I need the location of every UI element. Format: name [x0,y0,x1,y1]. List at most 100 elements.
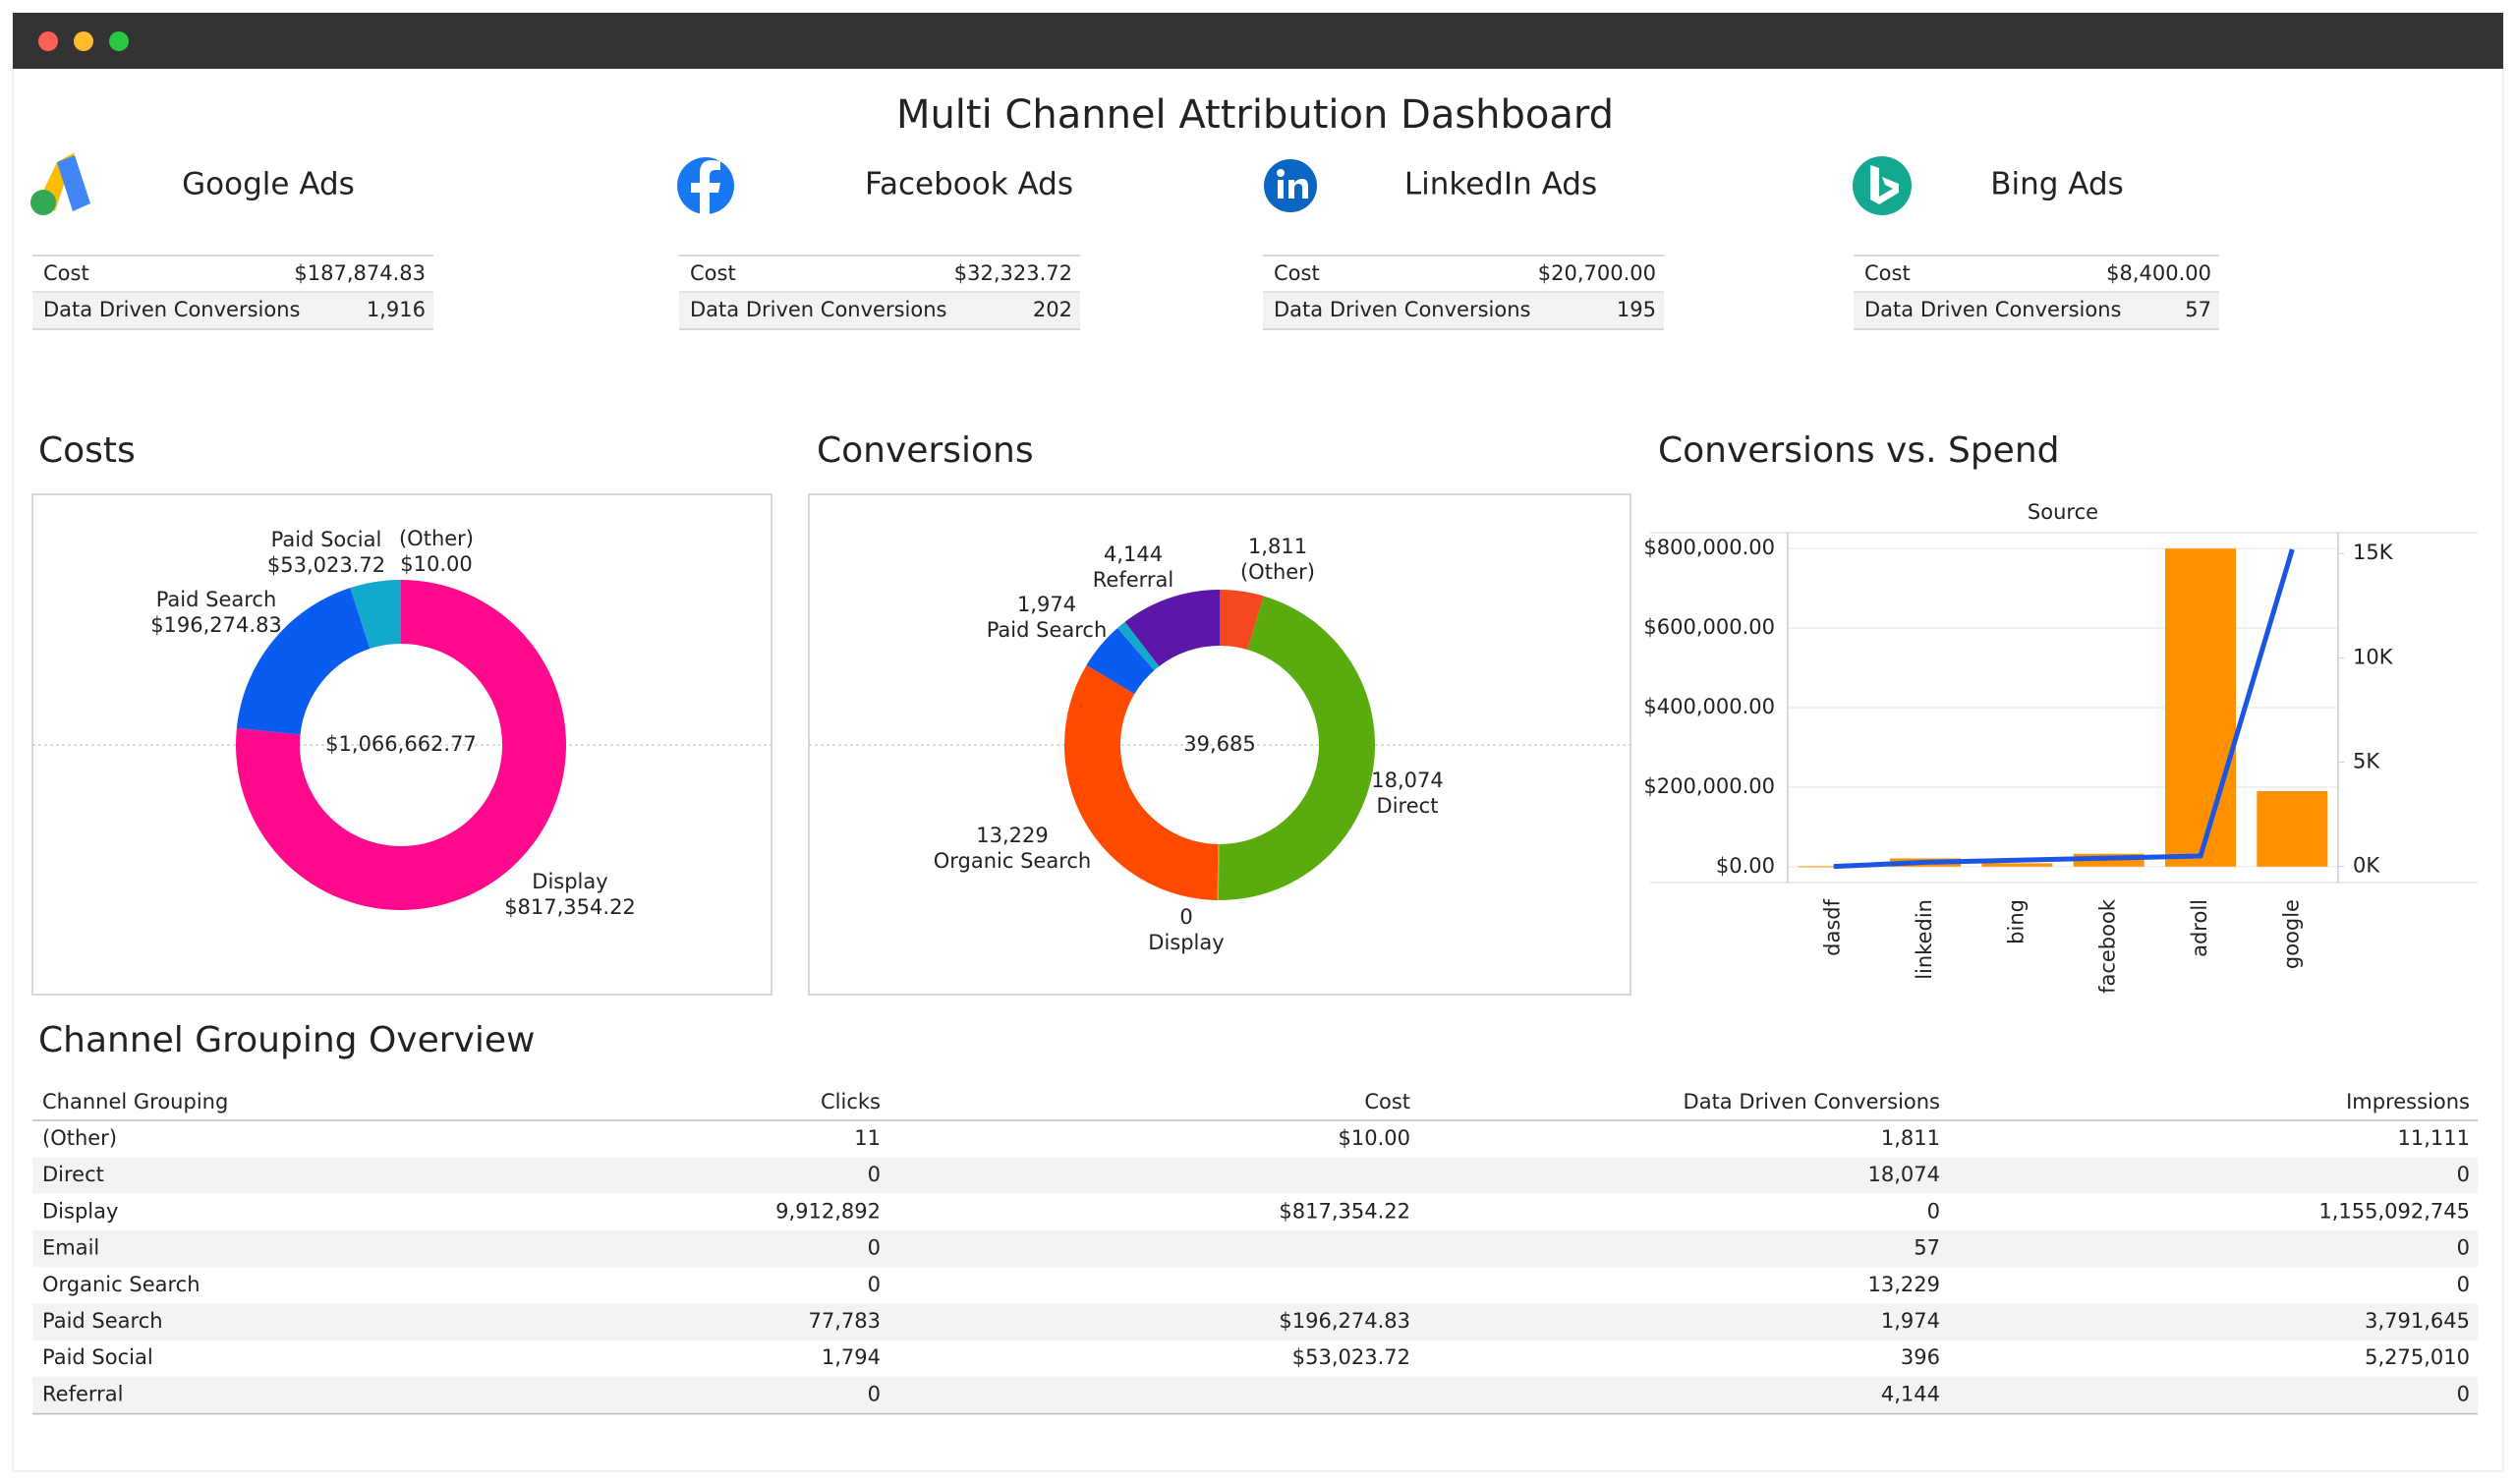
slice-category: Direct [1377,794,1439,818]
kpi-value: 195 [1617,298,1656,321]
maximize-button[interactable] [109,31,129,51]
y-tick-label: $600,000.00 [1643,615,1775,639]
table-cell: 1,811 [1881,1126,1940,1150]
kpi-value: 57 [2185,298,2211,321]
column-header: Data Driven Conversions [1684,1090,1940,1113]
y2-tick-label: 10K [2353,645,2394,668]
close-button[interactable] [38,31,58,51]
table-cell: $817,354.22 [1279,1199,1410,1223]
donut-center-label: 39,685 [1183,732,1255,756]
y-tick-label: $800,000.00 [1643,536,1775,559]
donut-center-label: $1,066,662.77 [325,732,477,756]
slice-value: $196,274.83 [150,613,282,637]
minimize-button[interactable] [74,31,93,51]
kpi-row-bg [679,292,1080,329]
slice-category: (Other) [399,527,474,550]
donut-slice [1116,621,1160,670]
table-cell: 0 [2457,1273,2470,1296]
slice-category: Paid Search [987,618,1108,642]
kpi-name: Google Ads [182,167,355,202]
y-tick-label: $400,000.00 [1643,695,1775,718]
kpi-name: Facebook Ads [865,167,1073,202]
donut-slice [1220,590,1264,651]
table-cell: 1,155,092,745 [2318,1199,2470,1223]
kpi-value: $187,874.83 [294,261,426,285]
kpi-name: LinkedIn Ads [1404,167,1597,202]
column-header: Channel Grouping [42,1090,228,1113]
y-tick-label: $200,000.00 [1643,774,1775,798]
dashboard-title: Multi Channel Attribution Dashboard [896,92,1614,138]
slice-category: Paid Search [156,588,277,611]
chart-subtitle: Source [2028,500,2098,524]
table-cell: Email [42,1236,99,1260]
table-cell: 3,791,645 [2365,1309,2470,1333]
slice-value: 0 [1179,905,1192,929]
row-stripe [32,1303,2478,1341]
x-tick-label: facebook [2096,898,2120,994]
table-cell: Paid Search [42,1309,163,1333]
x-tick-label: google [2279,899,2303,969]
table-cell: Display [42,1199,118,1223]
slice-category: (Other) [1240,560,1315,584]
table-cell: 5,275,010 [2365,1345,2470,1369]
kpi-row-bg [1263,292,1664,329]
table-cell: 1,974 [1881,1309,1940,1333]
donut-slice [1218,596,1376,901]
table-cell: 0 [868,1163,881,1186]
table-cell: $53,023.72 [1292,1345,1410,1369]
table-cell: 0 [2457,1236,2470,1260]
x-tick-label: adroll [2188,899,2211,957]
table-cell: Direct [42,1163,104,1186]
donut-slice [1086,628,1155,695]
donut-slice [236,580,567,910]
kpi-row-bg [32,292,433,329]
bar [2257,790,2328,867]
table-cell: 0 [1927,1199,1940,1223]
table-cell: 1,794 [822,1345,881,1369]
column-header: Cost [1364,1090,1410,1113]
table-cell: 0 [868,1236,881,1260]
slice-category: Display [532,870,607,893]
slice-value: 4,144 [1104,542,1163,566]
kpi-value: $8,400.00 [2106,261,2211,285]
slice-category: Referral [1093,568,1173,592]
line-series [1833,548,2295,870]
table-cell: 13,229 [1868,1273,1940,1296]
donut-slice [350,580,401,649]
table-cell: 4,144 [1881,1382,1940,1405]
kpi-label: Data Driven Conversions [1864,298,2121,321]
kpi-name: Bing Ads [1990,167,2124,202]
donut-slice [1064,664,1219,900]
slice-value: 1,811 [1248,535,1307,558]
slice-value: $10.00 [400,552,472,576]
bar [1981,863,2053,867]
slice-value: 1,974 [1017,593,1076,616]
kpi-value: $32,323.72 [954,261,1072,285]
slice-value: 18,074 [1371,769,1443,792]
table-cell: Organic Search [42,1273,200,1296]
donut-slice [1124,590,1220,666]
table-title: Channel Grouping Overview [38,1020,535,1060]
slice-value: $817,354.22 [504,895,636,919]
table-cell: $196,274.83 [1279,1309,1410,1333]
slice-category: Organic Search [934,849,1092,873]
table-cell: 0 [868,1382,881,1405]
table-cell: 18,074 [1868,1163,1940,1186]
table-cell: Paid Social [42,1345,153,1369]
row-stripe [32,1376,2478,1413]
section-title: Conversions [817,430,1034,471]
kpi-label: Cost [1274,261,1320,285]
x-tick-label: bing [2004,899,2028,944]
table-cell: $10.00 [1339,1126,1410,1150]
linkedin-icon [1264,159,1317,212]
kpi-value: $20,700.00 [1538,261,1656,285]
kpi-value: 202 [1033,298,1072,321]
table-cell: 11,111 [2398,1126,2470,1150]
table-cell: 57 [1914,1236,1940,1260]
table-cell: 396 [1901,1345,1940,1369]
slice-category: Paid Social [271,528,382,551]
bing-icon [1853,156,1912,215]
kpi-value: 1,916 [367,298,426,321]
column-header: Clicks [821,1090,881,1113]
